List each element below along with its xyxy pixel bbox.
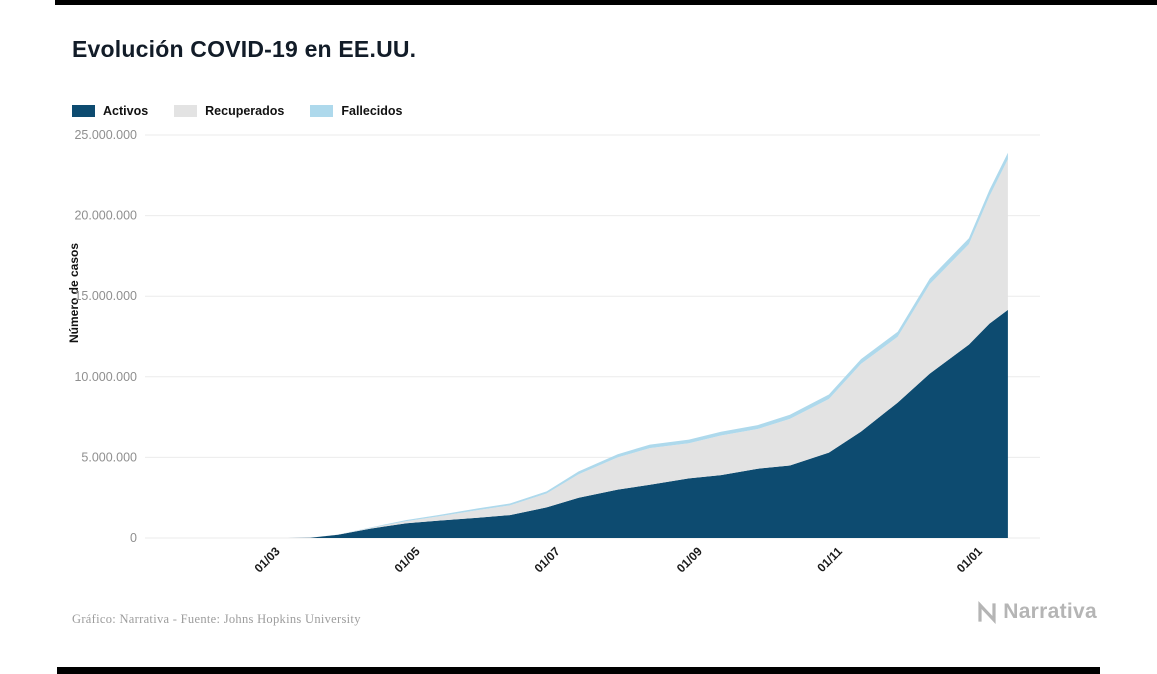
legend-item-recuperados: Recuperados (174, 104, 284, 118)
legend-label-recuperados: Recuperados (205, 104, 285, 118)
legend-item-activos: Activos (72, 104, 148, 118)
source-note: Gráfico: Narrativa - Fuente: Johns Hopki… (72, 612, 361, 626)
x-tick-label: 01/01 (954, 544, 985, 575)
chart-title: Evolución COVID-19 en EE.UU. (72, 36, 417, 62)
y-tick-label: 0 (130, 531, 137, 545)
legend-swatch-recuperados (174, 105, 198, 117)
area-recuperados (266, 159, 1008, 539)
legend-swatch-activos (72, 105, 95, 117)
legend-label-fallecidos: Fallecidos (341, 104, 403, 118)
legend: Activos Recuperados Fallecidos (72, 104, 403, 118)
y-tick-label: 5.000.000 (81, 450, 137, 464)
area-activos (266, 309, 1008, 538)
legend-swatch-fallecidos (310, 105, 334, 117)
y-tick-label: 15.000.000 (74, 289, 137, 303)
narrativa-logo-text: Narrativa (1003, 600, 1097, 623)
narrativa-logo-icon (978, 600, 996, 624)
x-tick-label: 01/03 (252, 544, 283, 575)
x-tick-label: 01/09 (674, 544, 705, 575)
bottom-frame-bar (57, 667, 1100, 674)
legend-label-activos: Activos (103, 104, 149, 118)
x-tick-label: 01/05 (392, 544, 423, 575)
legend-item-fallecidos: Fallecidos (310, 104, 403, 118)
y-tick-label: 10.000.000 (74, 370, 137, 384)
y-tick-label: 25.000.000 (74, 128, 137, 142)
x-tick-label: 01/11 (814, 544, 845, 575)
y-tick-label: 20.000.000 (74, 209, 137, 223)
top-frame-bar (55, 0, 1157, 5)
x-tick-label: 01/07 (532, 544, 563, 575)
narrativa-logo: Narrativa (975, 600, 1097, 624)
